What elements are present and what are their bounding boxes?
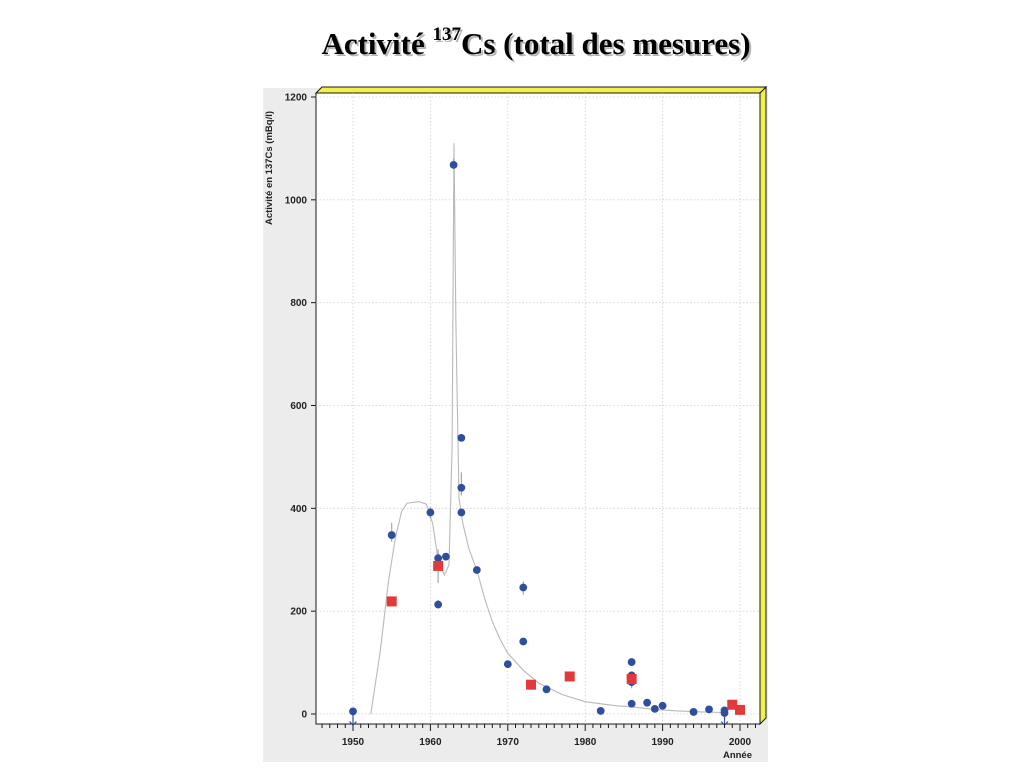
circle-data-point [449,160,458,169]
circle-data-point [643,698,652,707]
slide-title-superscript: 137 [432,24,461,45]
square-data-point [626,674,637,685]
circle-data-point [519,583,528,592]
y-axis-title: Activité en 137Cs (mBq/l) [264,111,275,225]
circle-data-point [519,637,528,646]
x-tick-label: 1970 [497,737,520,748]
circle-data-point [503,660,512,669]
y-tick-label: 200 [290,607,307,618]
slide-title-suffix: Cs (total des mesures) [460,26,751,61]
y-tick-label: 400 [290,504,307,515]
circle-data-point [627,699,636,708]
circle-data-point [650,704,659,713]
circle-data-point [627,658,636,666]
x-tick-label: 1990 [651,737,674,748]
y-tick-label: 1200 [285,93,308,104]
y-tick-label: 800 [290,298,307,309]
frame-right-accent [759,85,767,726]
circle-data-point [387,531,396,539]
data-point-layer [349,160,745,717]
circle-data-point [349,707,357,716]
circle-data-point [542,685,551,694]
x-axis-title: Année [723,750,752,761]
y-tick-label: 600 [290,401,307,412]
square-data-point [735,704,745,715]
circle-data-point [720,709,729,717]
grid [316,93,760,724]
circle-data-point [434,554,443,563]
circle-data-point [705,705,713,714]
trend-line [370,143,725,715]
x-tick-label: 1980 [574,737,597,748]
frame-top-accent [314,86,768,94]
circle-data-point [457,433,466,442]
y-tick-label: 0 [301,710,307,721]
circle-data-point [596,707,605,715]
plot-area [315,92,761,725]
slide-title-prefix: Activité [321,26,433,61]
slide-title: Activité 137Cs (total des mesures) [0,24,1024,62]
x-tick-label: 2000 [729,737,752,748]
circle-data-point [434,600,443,609]
square-data-point [433,560,444,571]
trend-line-layer [370,143,725,715]
x-tick-label: 1960 [419,737,442,748]
square-data-point [727,699,738,710]
circle-data-point [441,552,450,561]
circle-data-point [472,566,481,574]
axes: 0 200 400 600 800 1000 1200 1950 1960 1970 1980 199… [285,93,756,748]
circle-data-point [457,508,466,517]
square-data-point [526,679,537,690]
square-data-point [386,596,397,607]
square-data-point [564,671,575,682]
circle-data-point [457,483,466,492]
circle-data-point [689,708,698,716]
y-tick-label: 1000 [285,195,308,206]
x-tick-label: 1950 [342,737,365,748]
circle-data-point [658,701,667,710]
circle-data-point [426,508,435,517]
